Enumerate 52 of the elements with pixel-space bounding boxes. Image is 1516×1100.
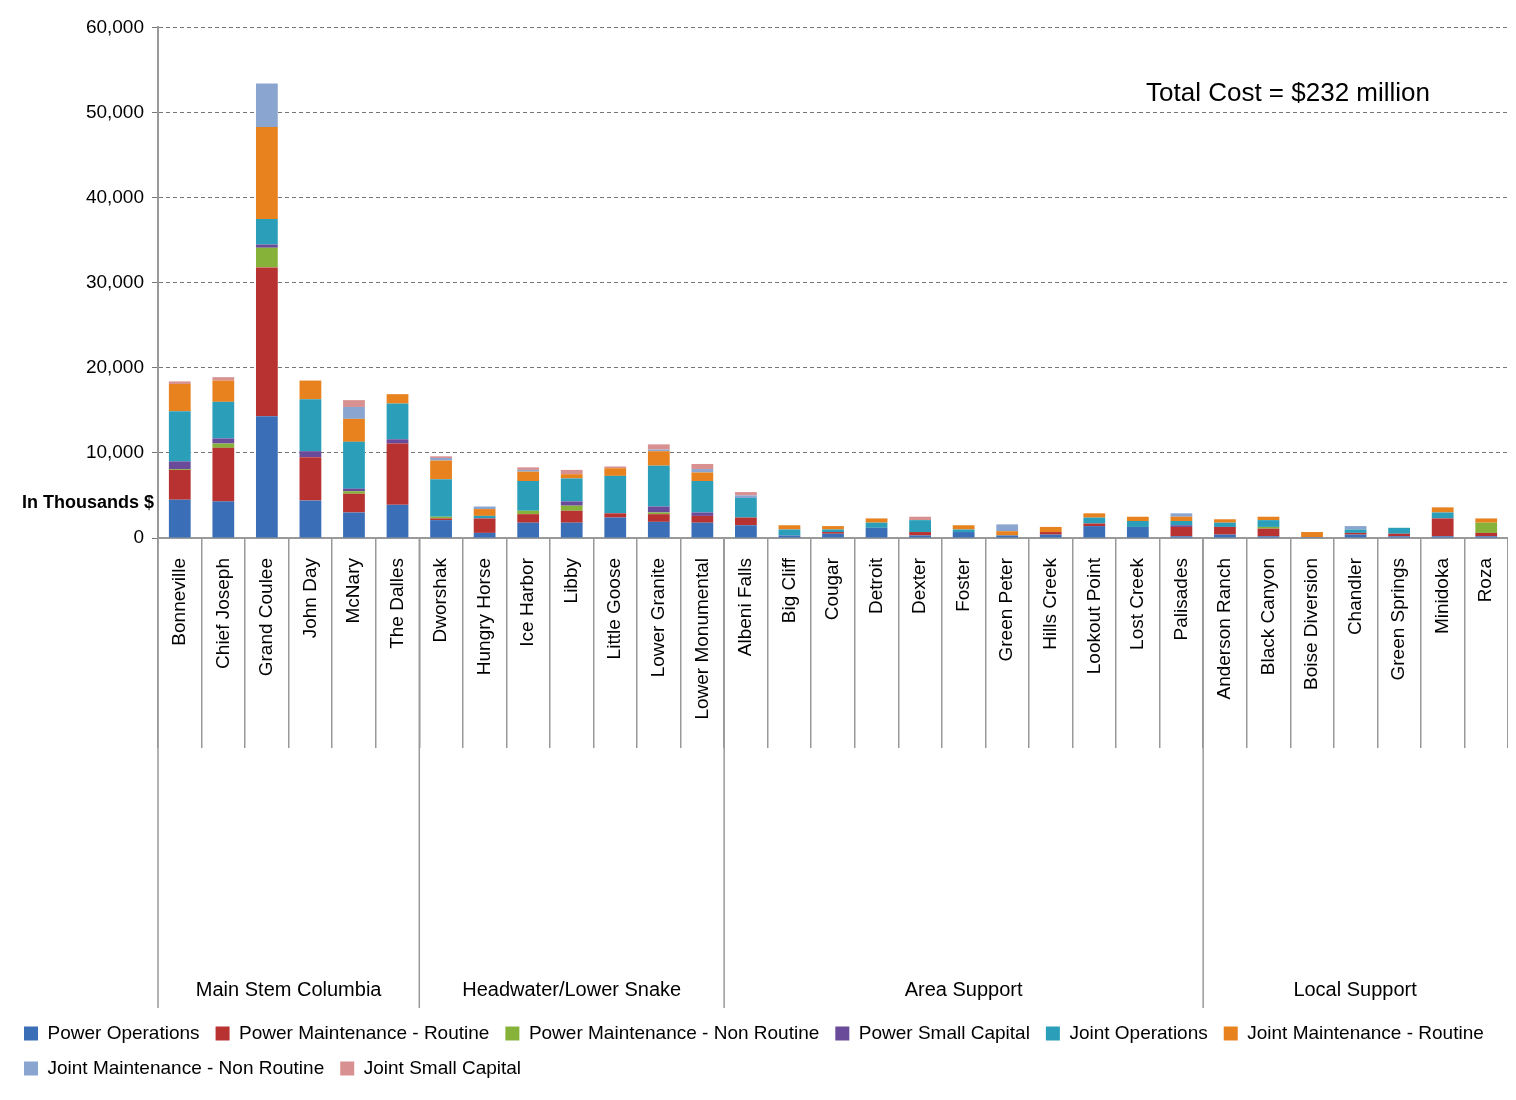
x-tick-label: Hills Creek bbox=[1038, 557, 1060, 650]
x-tick-label: Black Canyon bbox=[1256, 558, 1278, 676]
x-tick-label: John Day bbox=[298, 557, 320, 639]
x-tick-label: Roza bbox=[1474, 557, 1496, 603]
text: Area Support bbox=[904, 977, 1024, 1000]
text: Main Stem Columbia bbox=[195, 977, 383, 1000]
x-tick-label: Dexter bbox=[908, 557, 930, 614]
y-axis-title: In Thousands $ bbox=[21, 491, 154, 512]
x-tick-label: Hungry Horse bbox=[472, 558, 494, 676]
annotation: Total Cost = $232 million bbox=[1146, 76, 1430, 107]
x-tick-label: Palisades bbox=[1169, 558, 1191, 641]
y-tick-label: 10,000 bbox=[85, 441, 144, 463]
x-tick-label: Ice Harbor bbox=[516, 557, 538, 647]
legend-label: Joint Small Capital bbox=[363, 1056, 522, 1078]
x-tick-label: Big Cliff bbox=[777, 557, 799, 624]
text: Local Support bbox=[1293, 977, 1418, 1000]
legend-label: Power Maintenance - Non Routine bbox=[528, 1021, 820, 1043]
x-tick-label: Bonneville bbox=[168, 558, 190, 646]
x-tick-label: Minidoka bbox=[1430, 557, 1452, 635]
x-tick-label: Foster bbox=[951, 557, 973, 612]
y-tick-label: 20,000 bbox=[85, 356, 144, 378]
legend-label: Joint Operations bbox=[1069, 1021, 1208, 1043]
x-tick-label: Lost Creek bbox=[1126, 557, 1148, 650]
y-tick-label: 30,000 bbox=[85, 270, 144, 292]
y-tick-label: 60,000 bbox=[85, 15, 144, 37]
x-tick-label: Lower Monumental bbox=[690, 558, 712, 720]
x-tick-label: Albeni Falls bbox=[734, 558, 756, 657]
x-tick-label: Dworshak bbox=[429, 557, 451, 643]
x-tick-label: Detroit bbox=[864, 557, 886, 614]
y-tick-label: 40,000 bbox=[85, 185, 144, 207]
x-tick-label: Anderson Ranch bbox=[1213, 558, 1235, 700]
x-tick-label: Cougar bbox=[821, 557, 843, 621]
x-tick-label: Grand Coulee bbox=[255, 558, 277, 677]
y-tick-label: 50,000 bbox=[85, 100, 144, 122]
x-tick-label: Green Springs bbox=[1387, 558, 1409, 681]
x-tick-label: Chief Joseph bbox=[211, 558, 233, 669]
x-tick-label: Chandler bbox=[1343, 557, 1365, 636]
x-tick-label: Little Goose bbox=[603, 558, 625, 660]
y-tick-label: 0 bbox=[133, 526, 144, 548]
legend-label: Joint Maintenance - Routine bbox=[1247, 1021, 1484, 1043]
legend-label: Power Maintenance - Routine bbox=[239, 1021, 490, 1043]
x-tick-label: Green Peter bbox=[995, 557, 1017, 662]
legend-label: Joint Maintenance - Non Routine bbox=[47, 1056, 325, 1078]
legend-label: Power Operations bbox=[47, 1021, 200, 1043]
x-tick-label: Lower Granite bbox=[647, 558, 669, 678]
legend-label: Power Small Capital bbox=[858, 1021, 1030, 1043]
x-tick-label: Lookout Point bbox=[1082, 557, 1104, 675]
x-tick-label: McNary bbox=[342, 557, 364, 624]
x-tick-label: The Dalles bbox=[385, 558, 407, 649]
text: Headwater/Lower Snake bbox=[462, 977, 682, 1000]
x-tick-label: Boise Diversion bbox=[1300, 558, 1322, 690]
x-tick-label: Libby bbox=[559, 557, 581, 604]
